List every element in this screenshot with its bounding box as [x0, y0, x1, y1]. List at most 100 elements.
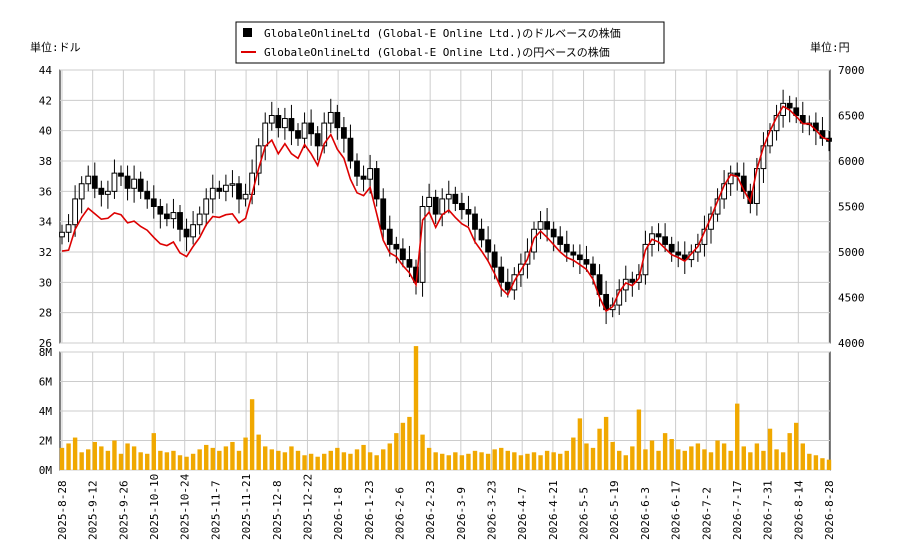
candle-body — [98, 187, 105, 195]
volume-bar — [558, 453, 563, 470]
candle-body — [491, 251, 498, 268]
volume-bar — [230, 441, 235, 470]
x-tick-label: 2026-6-3 — [639, 487, 652, 540]
candle-body — [157, 206, 164, 215]
candle-body — [170, 212, 177, 220]
volume-bar — [335, 447, 340, 470]
candle-body — [386, 228, 393, 245]
x-tick-label: 2026-2-6 — [393, 487, 406, 540]
volume-bar — [236, 450, 242, 470]
volume-bar — [748, 452, 753, 470]
x-tick-label: 2026-3-23 — [486, 480, 499, 540]
candle-body — [354, 160, 360, 177]
usd-tick-label: 44 — [39, 64, 53, 77]
volume-bar — [735, 403, 740, 470]
volume-bar — [289, 446, 294, 470]
volume-bar — [282, 452, 288, 470]
candle-body — [288, 118, 295, 132]
volume-bar — [623, 455, 628, 470]
candle-body — [196, 213, 203, 226]
volume-bar — [92, 441, 97, 470]
volume-bar — [820, 458, 825, 470]
volume-bar — [787, 433, 792, 470]
jpy-tick-label: 4000 — [838, 337, 865, 350]
candle-body — [373, 168, 380, 200]
volume-bar — [426, 447, 432, 470]
jpy-price-line — [61, 105, 830, 313]
volume-bar — [584, 443, 589, 470]
candle-body — [144, 190, 151, 200]
usd-tick-label: 40 — [39, 125, 52, 138]
candle-body — [583, 259, 590, 265]
volume-bar — [204, 444, 209, 470]
volume-bar — [492, 449, 497, 470]
volume-bar — [702, 449, 707, 470]
volume-bar — [564, 450, 569, 470]
volume-bar — [446, 455, 451, 470]
candle-body — [78, 183, 85, 200]
volume-bar — [407, 416, 412, 470]
candle-body — [485, 239, 492, 253]
volume-bar — [551, 452, 556, 470]
volume-axis: 0M 2M 4M 6M 8M — [39, 346, 53, 477]
x-tick-label: 2026-5-5 — [578, 487, 591, 540]
candle-body — [537, 221, 544, 230]
volume-tick-label: 4M — [39, 405, 53, 418]
candle-body — [662, 236, 669, 245]
x-tick-label: 2026-6-17 — [670, 480, 683, 540]
price-grid — [60, 69, 830, 344]
volume-bar — [59, 447, 65, 470]
x-tick-label: 2025-12-8 — [271, 480, 284, 540]
candle-body — [295, 130, 301, 139]
candle-body — [111, 172, 118, 192]
volume-bars — [59, 346, 832, 470]
volume-bar — [636, 409, 642, 470]
candle-body — [183, 228, 190, 238]
usd-tick-label: 42 — [39, 94, 52, 107]
x-tick-label: 2026-7-17 — [731, 480, 744, 540]
volume-bar — [610, 441, 615, 470]
jpy-tick-label: 4500 — [838, 292, 865, 305]
volume-bar — [459, 455, 465, 470]
volume-bar — [86, 449, 91, 470]
candle-body — [72, 198, 79, 226]
volume-bar — [328, 450, 333, 470]
volume-bar — [341, 452, 347, 470]
volume-bar — [761, 450, 766, 470]
candle-body — [137, 178, 144, 192]
volume-bar — [361, 444, 366, 470]
volume-tick-label: 8M — [39, 346, 53, 359]
volume-bar — [400, 422, 406, 470]
legend-usd-label: GlobaleOnlineLtd (Global-E Online Ltd.)の… — [264, 26, 621, 40]
x-axis-labels: 2025-8-28 2025-9-12 2025-9-26 2025-10-10 202… — [56, 473, 836, 540]
candle-body — [203, 198, 210, 215]
x-tick-label: 2025-9-26 — [117, 480, 130, 540]
volume-bar — [695, 443, 701, 470]
candle-body — [629, 278, 636, 283]
x-tick-label: 2025-10-10 — [148, 474, 161, 540]
volume-bar — [263, 446, 268, 470]
candle-body — [334, 111, 341, 129]
candle-body — [452, 193, 459, 204]
usd-tick-label: 32 — [39, 246, 52, 259]
price-axis-right: 4000 4500 5000 5500 6000 6500 7000 — [838, 64, 865, 350]
volume-bar — [649, 440, 655, 470]
volume-bar — [394, 433, 399, 470]
volume-bar — [99, 446, 104, 470]
volume-bar — [66, 443, 71, 470]
volume-bar — [826, 459, 832, 470]
candle-body — [478, 228, 485, 241]
volume-bar — [197, 449, 202, 470]
volume-bar — [354, 449, 360, 470]
x-tick-label: 2025-11-7 — [209, 480, 222, 540]
volume-bar — [721, 443, 727, 470]
volume-bar — [420, 434, 425, 470]
jpy-tick-label: 5000 — [838, 246, 865, 259]
x-tick-label: 2026-8-28 — [823, 480, 836, 540]
volume-bar — [485, 453, 491, 470]
volume-bar — [472, 450, 478, 470]
candle-body — [426, 196, 433, 207]
volume-bar — [774, 449, 779, 470]
volume-bar — [669, 439, 674, 470]
